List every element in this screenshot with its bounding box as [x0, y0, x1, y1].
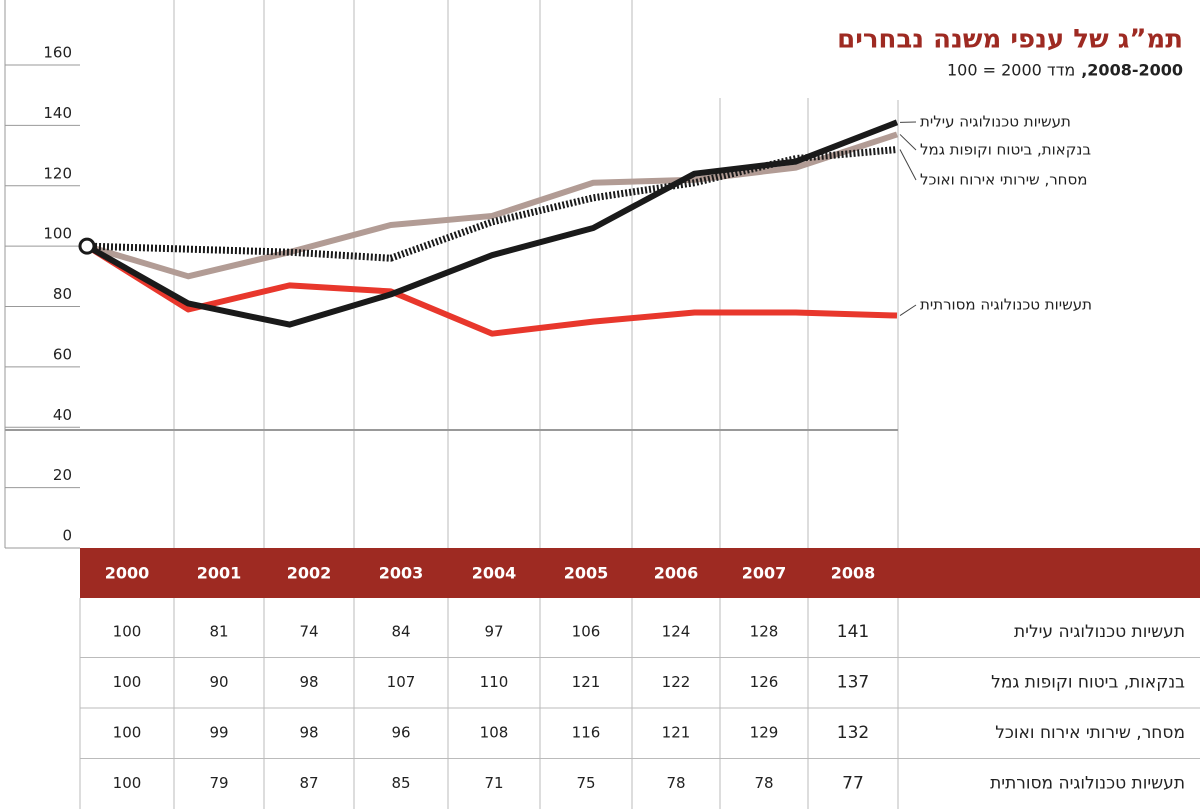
table-cell: 121 — [662, 724, 691, 742]
start-marker — [78, 237, 96, 255]
y-tick-label: 80 — [53, 285, 72, 303]
y-tick-label: 100 — [43, 225, 72, 243]
x-tick-label: 2000 — [105, 564, 150, 583]
x-tick-label: 2001 — [197, 564, 242, 583]
table-cell: 96 — [391, 724, 410, 742]
legend-label: תעשיות טכנולוגיה מסורתית — [920, 296, 1092, 314]
x-tick-label: 2006 — [654, 564, 699, 583]
row-label: מסחר, שירותי אירוח ואוכל — [995, 723, 1185, 743]
title-backdrop — [705, 0, 1200, 98]
series-line — [86, 131, 898, 280]
y-tick-label: 40 — [53, 406, 72, 424]
legend-label: תעשיות טכנולוגיה עילית — [920, 113, 1071, 131]
subtitle: 2008-2000, — [1081, 61, 1183, 80]
series-line — [85, 243, 898, 337]
y-tick-label: 120 — [43, 164, 72, 182]
legend-leader — [899, 149, 917, 181]
y-tick-label: 140 — [43, 104, 72, 122]
x-tick-label: 2008 — [831, 564, 876, 583]
y-tick-label: 0 — [62, 527, 72, 545]
table-cell: 79 — [209, 774, 228, 792]
table-cell: 116 — [572, 724, 601, 742]
table-cell: 97 — [484, 623, 503, 641]
table-cell: 100 — [113, 724, 142, 742]
table-cell: 84 — [391, 623, 410, 641]
table-cell: 126 — [750, 673, 779, 691]
row-label: בנקאות, ביטוח וקופות גמל — [991, 673, 1185, 693]
table-cell: 129 — [750, 724, 779, 742]
table-cell: 71 — [484, 774, 503, 792]
table-cell: 87 — [299, 774, 318, 792]
table-cell: 100 — [113, 774, 142, 792]
table-cell: 141 — [837, 622, 869, 642]
table-cell: 107 — [387, 673, 416, 691]
table-cell: 128 — [750, 623, 779, 641]
legend-leader — [899, 304, 917, 316]
table-cell: 137 — [837, 673, 869, 693]
y-tick-label: 60 — [53, 345, 72, 363]
table-cell: 98 — [299, 673, 318, 691]
table-cell: 108 — [480, 724, 509, 742]
subtitle: מדד 2000 = 100 — [947, 61, 1075, 80]
table-cell: 124 — [662, 623, 691, 641]
x-tick-label: 2002 — [287, 564, 332, 583]
series-line — [85, 119, 899, 328]
table-cell: 121 — [572, 673, 601, 691]
table-cell: 98 — [299, 724, 318, 742]
row-label: תעשיות טכנולוגיה עילית — [1014, 622, 1185, 642]
x-tick-label: 2004 — [472, 564, 517, 583]
table-header — [80, 548, 1200, 598]
x-tick-label: 2005 — [564, 564, 609, 583]
table-cell: 110 — [480, 673, 509, 691]
y-tick-label: 160 — [43, 44, 72, 62]
table-cell: 132 — [837, 723, 869, 743]
x-tick-label: 2007 — [742, 564, 787, 583]
legend-leader — [899, 134, 917, 151]
table-cell: 78 — [666, 774, 685, 792]
table-cell: 77 — [842, 774, 864, 794]
table-cell: 100 — [113, 673, 142, 691]
table-cell: 99 — [209, 724, 228, 742]
legend-label: מסחר, שירותי אירוח ואוכל — [920, 171, 1087, 189]
table-cell: 75 — [576, 774, 595, 792]
table-cell: 90 — [209, 673, 228, 691]
table-cell: 74 — [299, 623, 318, 641]
grid — [5, 0, 899, 549]
table-cell: 85 — [391, 774, 410, 792]
table-cell: 78 — [754, 774, 773, 792]
y-tick-label: 20 — [53, 466, 72, 484]
table-cell: 100 — [113, 623, 142, 641]
row-label: תעשיות טכנולוגיה מסורתית — [990, 774, 1185, 794]
x-tick-label: 2003 — [379, 564, 424, 583]
table-cell: 106 — [572, 623, 601, 641]
table-cell: 122 — [662, 673, 691, 691]
legend-label: בנקאות, ביטוח וקופות גמל — [920, 141, 1091, 159]
chart-title: תמ”ג של ענפי משנה נבחרים — [837, 25, 1183, 55]
table-cell: 81 — [209, 623, 228, 641]
